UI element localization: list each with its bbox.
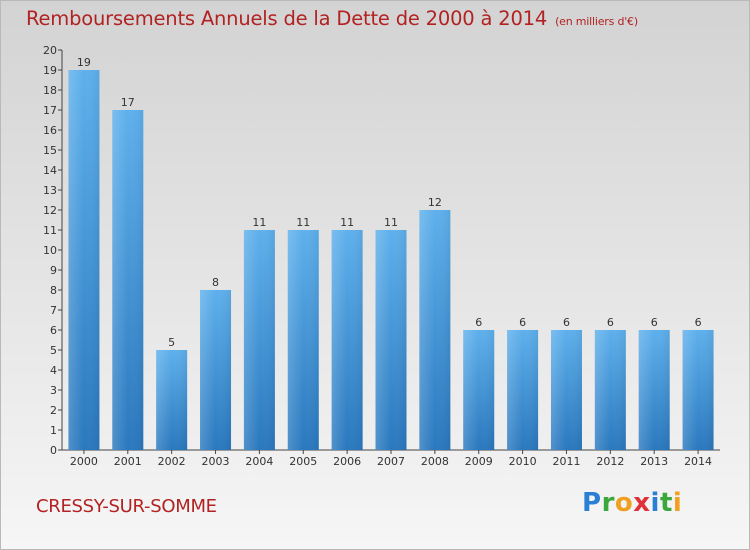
bar-highlight — [156, 350, 188, 450]
x-tick-label: 2012 — [596, 455, 624, 468]
chart-title: Remboursements Annuels de la Dette de 20… — [26, 7, 638, 30]
y-tick-label: 16 — [43, 124, 57, 137]
y-tick-label: 8 — [50, 284, 57, 297]
bar-highlight — [200, 290, 232, 450]
y-tick-label: 13 — [43, 184, 57, 197]
data-labels: 19 17 5 8 11 11 11 11 12 6 6 6 6 6 6 — [77, 56, 702, 349]
data-label: 8 — [212, 276, 219, 289]
y-tick-label: 7 — [50, 304, 57, 317]
y-tick-label: 6 — [50, 324, 57, 337]
bar-highlight — [112, 110, 144, 450]
data-label: 6 — [651, 316, 658, 329]
x-tick-label: 2002 — [158, 455, 186, 468]
y-tick-label: 2 — [50, 404, 57, 417]
bar-highlight — [331, 230, 363, 450]
bar-highlight — [419, 210, 451, 450]
x-tick-label: 2013 — [640, 455, 668, 468]
logo-letter: r — [601, 488, 615, 518]
logo-letter: o — [614, 488, 634, 518]
x-tick-label: 2011 — [552, 455, 580, 468]
y-tick-label: 4 — [50, 364, 57, 377]
bar-highlight — [507, 330, 539, 450]
y-tick-label: 19 — [43, 64, 57, 77]
data-label: 11 — [340, 216, 354, 229]
data-label: 17 — [121, 96, 135, 109]
y-tick-label: 15 — [43, 144, 57, 157]
chart-title-text: Remboursements Annuels de la Dette de 20… — [26, 7, 548, 30]
y-tick-label: 0 — [50, 444, 57, 457]
bar-highlight — [243, 230, 275, 450]
x-tick-label: 2004 — [245, 455, 273, 468]
y-tick-label: 3 — [50, 384, 57, 397]
x-tick-label: 2014 — [684, 455, 712, 468]
logo-letter: t — [659, 488, 673, 518]
data-label: 19 — [77, 56, 91, 69]
y-tick-label: 1 — [50, 424, 57, 437]
bar-highlight — [287, 230, 319, 450]
proxiti-logo: Proxiti — [582, 488, 682, 518]
logo-letter: i — [650, 488, 660, 518]
data-label: 5 — [168, 336, 175, 349]
y-tick-label: 12 — [43, 204, 57, 217]
bar-highlight — [594, 330, 626, 450]
data-label: 6 — [475, 316, 482, 329]
y-tick-label: 10 — [43, 244, 57, 257]
x-tick-label: 2008 — [421, 455, 449, 468]
y-tick-label: 17 — [43, 104, 57, 117]
bar-highlight — [638, 330, 670, 450]
x-tick-label: 2009 — [465, 455, 493, 468]
y-tick-label: 9 — [50, 264, 57, 277]
y-tick-label: 5 — [50, 344, 57, 357]
data-label: 11 — [252, 216, 266, 229]
bar-highlight — [550, 330, 582, 450]
y-tick-label: 11 — [43, 224, 57, 237]
data-label: 6 — [563, 316, 570, 329]
bar-highlight — [68, 70, 100, 450]
bar-highlight — [463, 330, 495, 450]
bars — [68, 70, 714, 450]
chart-subtitle: (en milliers d'€) — [555, 15, 638, 28]
y-tick-label: 18 — [43, 84, 57, 97]
bar-highlight — [682, 330, 714, 450]
commune-name: CRESSY-SUR-SOMME — [36, 496, 217, 517]
x-tick-label: 2001 — [114, 455, 142, 468]
y-tick-label: 14 — [43, 164, 57, 177]
x-tick-label: 2010 — [509, 455, 537, 468]
data-label: 6 — [695, 316, 702, 329]
x-tick-label: 2005 — [289, 455, 317, 468]
data-label: 6 — [519, 316, 526, 329]
data-label: 11 — [384, 216, 398, 229]
bar-highlight — [375, 230, 407, 450]
y-tick-label: 20 — [43, 44, 57, 57]
logo-letter: i — [672, 488, 683, 518]
logo-letter: P — [582, 488, 602, 518]
data-label: 11 — [296, 216, 310, 229]
x-tick-label: 2006 — [333, 455, 361, 468]
x-tick-label: 2003 — [202, 455, 230, 468]
data-label: 6 — [607, 316, 614, 329]
data-label: 12 — [428, 196, 442, 209]
logo-letter: x — [633, 488, 651, 518]
x-tick-label: 2000 — [70, 455, 98, 468]
x-tick-label: 2007 — [377, 455, 405, 468]
